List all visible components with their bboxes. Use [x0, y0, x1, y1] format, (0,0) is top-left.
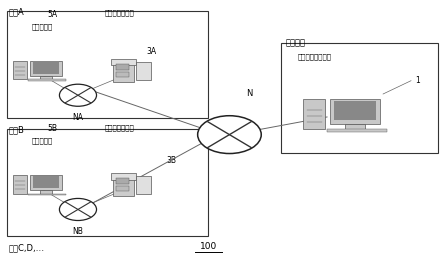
FancyBboxPatch shape — [117, 186, 129, 191]
FancyBboxPatch shape — [112, 173, 136, 180]
FancyBboxPatch shape — [30, 175, 62, 190]
FancyBboxPatch shape — [28, 194, 66, 196]
Text: 设施B: 设施B — [9, 125, 24, 134]
FancyBboxPatch shape — [113, 60, 134, 82]
Text: 3B: 3B — [166, 156, 176, 165]
FancyBboxPatch shape — [136, 176, 151, 194]
Text: 1: 1 — [415, 76, 420, 84]
Text: 5B: 5B — [47, 124, 57, 133]
Text: 100: 100 — [200, 243, 217, 252]
Text: 设施C,D,…: 设施C,D,… — [9, 244, 45, 253]
Text: 负责人终端: 负责人终端 — [31, 23, 53, 30]
FancyBboxPatch shape — [33, 176, 59, 188]
FancyBboxPatch shape — [40, 76, 52, 79]
FancyBboxPatch shape — [13, 175, 27, 194]
FancyBboxPatch shape — [13, 60, 27, 79]
FancyBboxPatch shape — [334, 101, 376, 120]
FancyBboxPatch shape — [117, 64, 129, 70]
Circle shape — [198, 116, 261, 154]
FancyBboxPatch shape — [8, 11, 208, 117]
FancyBboxPatch shape — [112, 59, 136, 65]
FancyBboxPatch shape — [281, 43, 438, 153]
FancyBboxPatch shape — [327, 129, 387, 132]
Text: 设施A: 设施A — [9, 7, 24, 16]
FancyBboxPatch shape — [136, 62, 151, 80]
FancyBboxPatch shape — [40, 190, 52, 194]
FancyBboxPatch shape — [113, 174, 134, 196]
FancyBboxPatch shape — [33, 62, 59, 74]
FancyBboxPatch shape — [30, 60, 62, 76]
FancyBboxPatch shape — [117, 178, 129, 184]
Text: NA: NA — [72, 113, 83, 122]
FancyBboxPatch shape — [28, 79, 66, 81]
FancyBboxPatch shape — [330, 99, 380, 124]
Text: 血细胞计数装置: 血细胞计数装置 — [105, 124, 134, 131]
FancyBboxPatch shape — [303, 99, 326, 129]
Circle shape — [59, 199, 97, 220]
Text: 支持中心: 支持中心 — [286, 39, 306, 48]
Text: 血细胞计数装置: 血细胞计数装置 — [105, 10, 134, 16]
Text: 负责人终端: 负责人终端 — [31, 137, 53, 144]
Text: N: N — [246, 89, 252, 98]
Text: 5A: 5A — [47, 10, 57, 19]
Text: NB: NB — [72, 227, 83, 236]
FancyBboxPatch shape — [8, 129, 208, 236]
FancyBboxPatch shape — [345, 124, 365, 129]
Text: 3A: 3A — [147, 47, 156, 56]
FancyBboxPatch shape — [117, 72, 129, 77]
Circle shape — [59, 84, 97, 106]
Text: 精度管理辅助装置: 精度管理辅助装置 — [297, 53, 331, 60]
